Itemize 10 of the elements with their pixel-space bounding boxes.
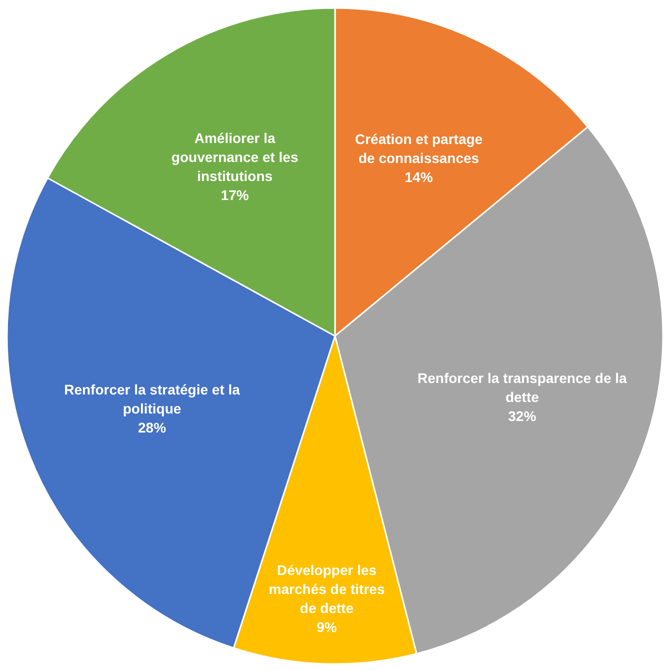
data-label: 17% xyxy=(220,187,250,204)
data-label: 14% xyxy=(404,168,434,185)
data-label: 28% xyxy=(138,419,167,436)
slice-label: Renforcer la stratégie et la politique xyxy=(64,381,240,416)
slice-label: Améliorer la gouvernance et les institutions xyxy=(171,130,298,184)
slice-label: Renforcer la transparence de la dette xyxy=(418,370,628,405)
data-label: 9% xyxy=(316,618,338,635)
slice-label: Développer les marchés de titres de dette xyxy=(268,562,385,616)
data-label: 32% xyxy=(508,408,537,424)
slice-label: Création et partage de connaissances xyxy=(354,130,483,166)
